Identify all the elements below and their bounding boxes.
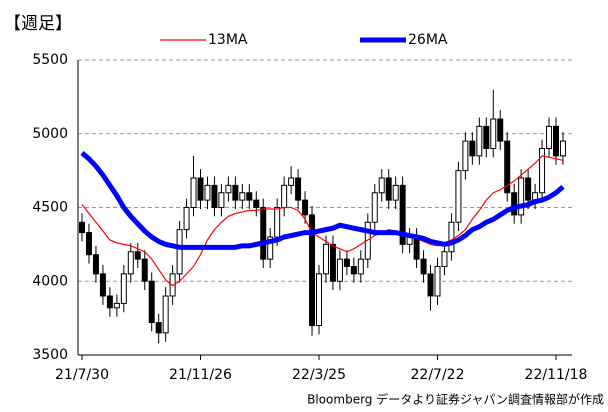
x-tick-label: 22/3/25 bbox=[292, 367, 346, 383]
candle-body bbox=[211, 184, 218, 208]
candle-body bbox=[378, 177, 385, 194]
candle-body bbox=[155, 322, 162, 334]
candle-body bbox=[322, 243, 329, 275]
candle-body bbox=[197, 177, 204, 201]
candle-body bbox=[371, 192, 378, 223]
candle-body bbox=[281, 184, 288, 208]
candle-body bbox=[539, 148, 546, 194]
source-note: Bloomberg データより証券ジャパン調査情報部が作成 bbox=[307, 392, 604, 407]
candle-body bbox=[113, 302, 120, 309]
candle-body bbox=[246, 192, 253, 201]
legend-label: 13MA bbox=[208, 32, 248, 48]
y-tick-label: 5000 bbox=[32, 126, 68, 142]
candle-body bbox=[120, 273, 127, 304]
y-tick-label: 5500 bbox=[32, 52, 68, 68]
candle-body bbox=[511, 192, 518, 216]
candle-body bbox=[127, 251, 134, 275]
candle-body bbox=[253, 199, 260, 208]
candle-body bbox=[85, 232, 92, 256]
candle-body bbox=[469, 140, 476, 157]
candle-body bbox=[99, 273, 106, 297]
candle-body bbox=[350, 266, 357, 275]
candle-body bbox=[490, 118, 497, 149]
y-tick-label: 3500 bbox=[32, 347, 68, 363]
y-tick-label: 4500 bbox=[32, 200, 68, 216]
candle-body bbox=[343, 258, 350, 267]
ma-line bbox=[80, 151, 565, 250]
candle-body bbox=[204, 184, 211, 201]
legend-label: 26MA bbox=[408, 32, 448, 48]
candle-body bbox=[232, 184, 239, 201]
candle-body bbox=[309, 214, 316, 326]
candle-body bbox=[148, 280, 155, 324]
candle-body bbox=[106, 295, 113, 309]
candle-body bbox=[162, 295, 169, 334]
candle-body bbox=[413, 236, 420, 260]
candle-body bbox=[441, 251, 448, 267]
candle-body bbox=[420, 258, 427, 275]
candle-body bbox=[267, 236, 274, 260]
candle-body bbox=[385, 177, 392, 201]
candle-body bbox=[190, 177, 197, 208]
chart-title: 【週足】 bbox=[4, 14, 72, 34]
x-tick-label: 22/11/18 bbox=[525, 367, 588, 383]
candle-body bbox=[546, 125, 553, 149]
candle-body bbox=[183, 207, 190, 231]
candle-body bbox=[357, 258, 364, 275]
x-tick-label: 21/11/26 bbox=[169, 367, 232, 383]
ma-line bbox=[81, 155, 564, 287]
candle-body bbox=[218, 192, 225, 208]
candle-body bbox=[559, 140, 566, 157]
candle-body bbox=[288, 177, 295, 186]
candle-body bbox=[329, 243, 336, 282]
candle-body bbox=[141, 258, 148, 282]
candle-body bbox=[518, 177, 525, 216]
candle-body bbox=[336, 258, 343, 282]
candle-body bbox=[434, 266, 441, 297]
candle-body bbox=[483, 125, 490, 149]
candle-body bbox=[392, 184, 399, 201]
candle-body bbox=[260, 207, 267, 260]
candle-body bbox=[225, 184, 232, 194]
candle-body bbox=[448, 221, 455, 253]
candle-body bbox=[274, 207, 281, 238]
candle-body bbox=[504, 140, 511, 194]
x-tick-label: 21/7/30 bbox=[55, 367, 109, 383]
y-tick-label: 4000 bbox=[32, 273, 68, 289]
candle-body bbox=[497, 118, 504, 142]
candle-body bbox=[176, 229, 183, 275]
candle-body bbox=[462, 140, 469, 172]
candle-body bbox=[92, 254, 99, 275]
candle-body bbox=[427, 273, 434, 297]
candle-body bbox=[302, 199, 309, 216]
candle-body bbox=[295, 177, 302, 201]
candle-body bbox=[476, 125, 483, 157]
x-tick-label: 22/7/22 bbox=[411, 367, 465, 383]
candle-body bbox=[553, 125, 559, 157]
candle-body bbox=[79, 221, 85, 234]
candle-body bbox=[239, 192, 246, 201]
candle-body bbox=[134, 251, 141, 260]
candle-body bbox=[364, 221, 371, 260]
candle-body bbox=[455, 170, 462, 223]
candle-body bbox=[525, 177, 532, 201]
candle-body bbox=[399, 184, 406, 245]
candle-body bbox=[316, 273, 322, 326]
